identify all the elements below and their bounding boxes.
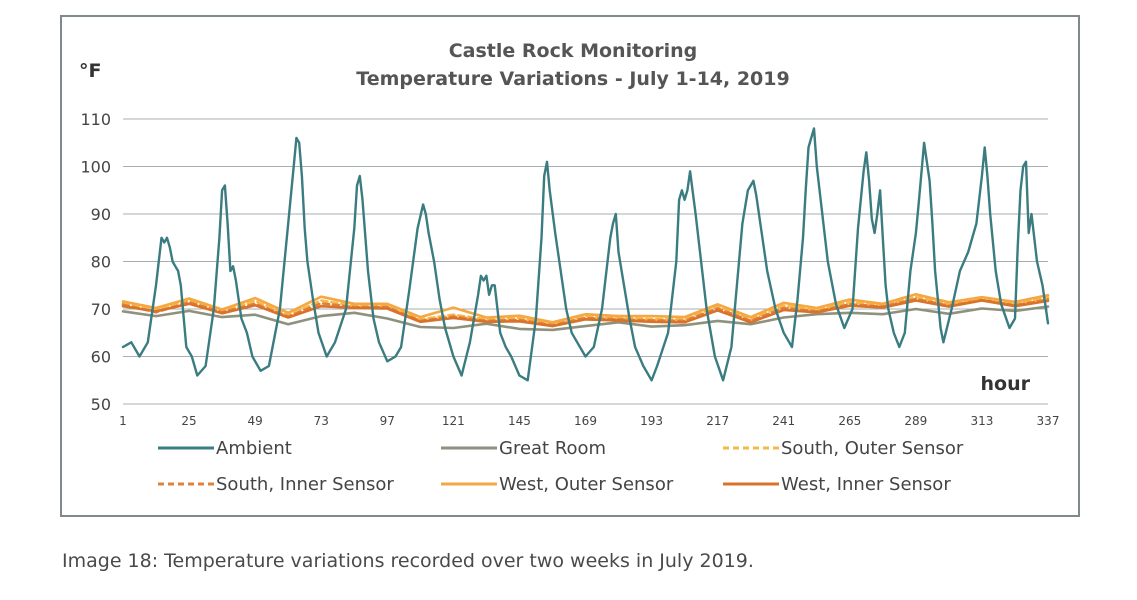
series-line-ambient — [121, 127, 1050, 382]
chart-title: Castle Rock Monitoring — [449, 40, 698, 62]
x-tick-label: 217 — [706, 414, 729, 428]
line-chart: Castle Rock Monitoring Temperature Varia… — [79, 40, 1060, 495]
legend-label: West, Inner Sensor — [781, 474, 951, 495]
y-tick-label: 60 — [91, 348, 111, 367]
series-line-west-outer-sensor — [121, 292, 1050, 324]
x-tick-label: 313 — [970, 414, 993, 428]
x-tick-label: 337 — [1037, 414, 1060, 428]
figure-caption: Image 18: Temperature variations recorde… — [62, 550, 754, 572]
series-line-west-inner-sensor — [121, 299, 1050, 328]
x-tick-label: 121 — [442, 414, 465, 428]
legend-label: South, Outer Sensor — [781, 438, 964, 459]
x-tick-label: 145 — [508, 414, 531, 428]
x-tick-label: 193 — [640, 414, 663, 428]
y-tick-label: 80 — [91, 253, 111, 272]
chart-frame: Castle Rock Monitoring Temperature Varia… — [60, 15, 1080, 517]
chart-subtitle: Temperature Variations - July 1-14, 2019 — [356, 68, 789, 90]
x-tick-label: 25 — [181, 414, 196, 428]
x-tick-label: 73 — [314, 414, 329, 428]
x-tick-label: 97 — [380, 414, 395, 428]
legend-label: South, Inner Sensor — [216, 474, 394, 495]
y-tick-label: 100 — [80, 158, 111, 177]
legend-label: Ambient — [216, 438, 292, 459]
x-tick-label: 289 — [904, 414, 927, 428]
y-tick-label: 90 — [91, 205, 111, 224]
y-tick-label: 50 — [91, 395, 111, 414]
x-tick-label: 265 — [838, 414, 861, 428]
y-tick-label: 110 — [80, 110, 111, 129]
x-tick-label: 169 — [574, 414, 597, 428]
x-tick-label: 1 — [119, 414, 127, 428]
y-axis-label: °F — [79, 60, 101, 82]
x-tick-label: 49 — [248, 414, 263, 428]
x-axis-label: hour — [981, 373, 1031, 395]
legend-label: West, Outer Sensor — [499, 474, 674, 495]
legend-label: Great Room — [499, 438, 606, 459]
x-tick-label: 241 — [772, 414, 795, 428]
y-tick-label: 70 — [91, 300, 111, 319]
series-line-south-outer-sensor — [121, 295, 1050, 326]
